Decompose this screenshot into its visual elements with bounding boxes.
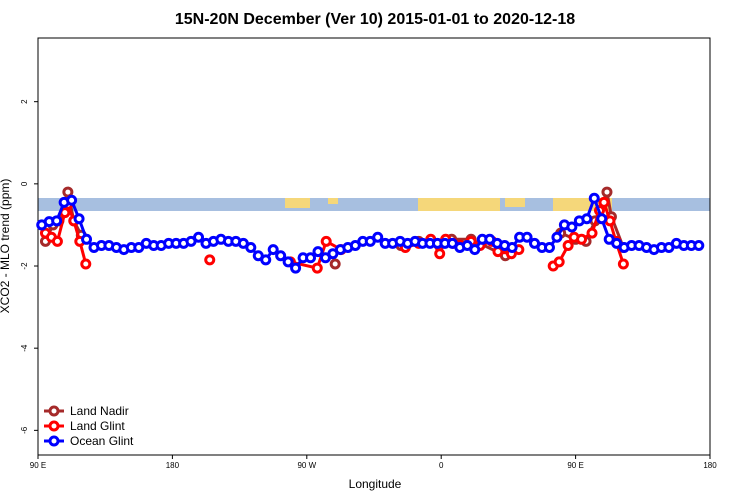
point xyxy=(312,246,324,258)
legend-marker xyxy=(48,405,60,417)
point xyxy=(543,242,555,254)
point xyxy=(311,262,323,274)
y-axis-label: XCO2 - MLO trend (ppm) xyxy=(0,179,12,314)
point xyxy=(562,239,574,251)
point xyxy=(305,252,317,264)
point xyxy=(260,254,272,266)
y-tick-label: -4 xyxy=(20,344,29,352)
point xyxy=(267,244,279,256)
plot-frame xyxy=(37,37,711,456)
point xyxy=(506,242,518,254)
point xyxy=(372,231,384,243)
point xyxy=(521,231,533,243)
point xyxy=(275,250,287,262)
point xyxy=(245,242,257,254)
point xyxy=(51,215,63,227)
y-tick-label: 0 xyxy=(20,181,29,186)
point xyxy=(693,239,705,251)
x-tick-label: 180 xyxy=(703,461,717,470)
point xyxy=(553,256,565,268)
x-tick-label: 90 W xyxy=(297,461,316,470)
point xyxy=(290,262,302,274)
point xyxy=(581,213,593,225)
point xyxy=(193,231,205,243)
point xyxy=(601,186,613,198)
x-tick-label: 180 xyxy=(166,461,180,470)
legend-label: Ocean Glint xyxy=(70,434,134,448)
legend-marker xyxy=(48,420,60,432)
x-tick-label: 90 E xyxy=(30,461,46,470)
x-tick-label: 90 E xyxy=(567,461,583,470)
y-tick-label: -2 xyxy=(20,262,29,270)
point xyxy=(596,213,608,225)
point xyxy=(73,213,85,225)
point xyxy=(51,235,63,247)
point xyxy=(617,258,629,270)
point xyxy=(469,244,481,256)
point xyxy=(576,233,588,245)
point xyxy=(62,186,74,198)
point xyxy=(66,194,78,206)
point xyxy=(204,254,216,266)
chart-title: 15N-20N December (Ver 10) 2015-01-01 to … xyxy=(175,11,575,28)
point xyxy=(566,221,578,233)
y-tick-label: 2 xyxy=(20,99,29,104)
legend-label: Land Nadir xyxy=(70,404,129,418)
legend-marker xyxy=(48,435,60,447)
point xyxy=(80,258,92,270)
x-axis-label: Longitude xyxy=(349,477,402,491)
point xyxy=(551,231,563,243)
y-tick-label: -6 xyxy=(20,426,29,434)
point xyxy=(588,192,600,204)
point xyxy=(320,235,332,247)
legend-label: Land Glint xyxy=(70,419,125,433)
point xyxy=(434,248,446,260)
point xyxy=(586,227,598,239)
x-tick-label: 0 xyxy=(439,461,444,470)
point xyxy=(282,256,294,268)
point xyxy=(81,233,93,245)
point xyxy=(329,258,341,270)
point xyxy=(598,196,610,208)
